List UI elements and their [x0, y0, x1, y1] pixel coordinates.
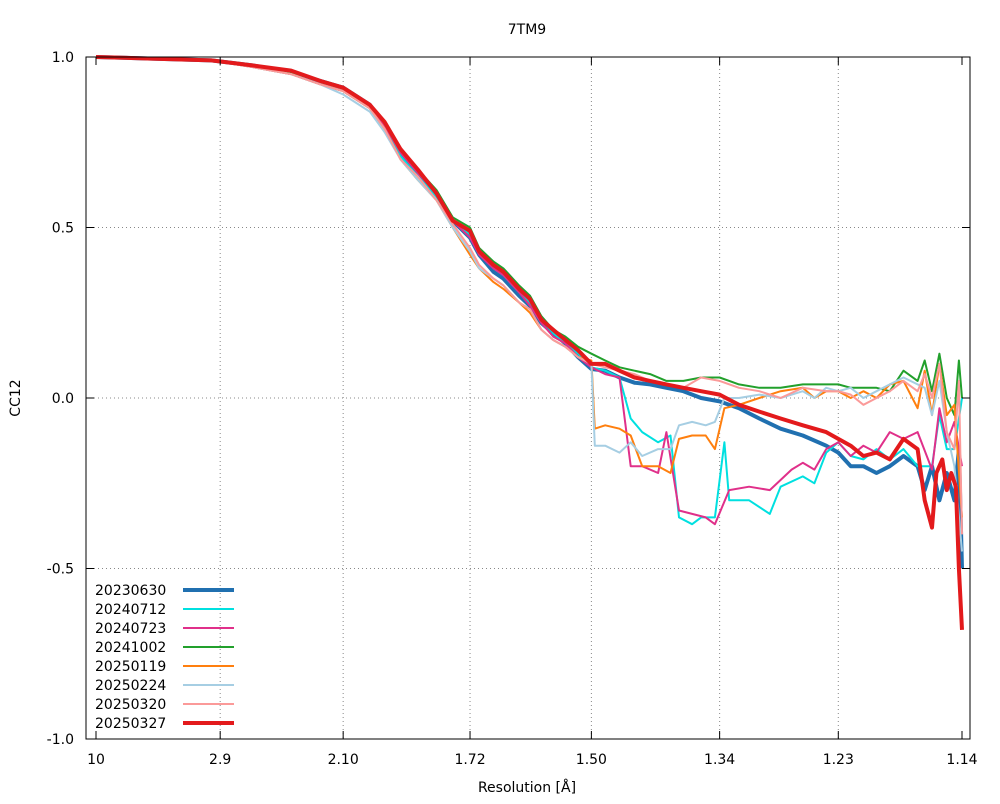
x-tick-label: 1.50 — [576, 752, 607, 768]
series-lines — [95, 55, 964, 631]
x-tick-label: 2.10 — [328, 752, 359, 768]
y-tick-label: -0.5 — [47, 562, 74, 578]
x-tick-label: 1.72 — [454, 752, 485, 768]
legend-label-20250119: 20250119 — [95, 659, 166, 675]
series-line-20240723 — [95, 56, 963, 526]
legend-label-20240712: 20240712 — [95, 602, 166, 618]
y-tick-label: 0.5 — [52, 221, 74, 237]
axis-ticks: 10 2.9 2.10 1.72 1.50 1.34 1.23 1.14 1.0 0.5 0.0 -0… — [47, 50, 978, 768]
grid-lines — [86, 57, 970, 739]
x-axis-label: Resolution [Å] — [478, 779, 576, 796]
series-line-20250327 — [95, 55, 964, 631]
y-tick-label: 1.0 — [52, 50, 74, 66]
series-line-20240712 — [95, 56, 963, 526]
legend: 20230630 20240712 20240723 20241002 20250119… — [95, 583, 234, 732]
series-line-20241002 — [95, 56, 963, 417]
y-tick-label: 0.0 — [52, 391, 74, 407]
legend-label-20240723: 20240723 — [95, 621, 166, 637]
legend-label-20250327: 20250327 — [95, 716, 166, 732]
legend-label-20241002: 20241002 — [95, 640, 166, 656]
chart-title: 7TM9 — [508, 22, 546, 38]
y-tick-label: -1.0 — [47, 732, 74, 748]
x-tick-label: 1.23 — [823, 752, 854, 768]
legend-label-20230630: 20230630 — [95, 583, 166, 599]
x-tick-label: 2.9 — [209, 752, 231, 768]
x-tick-label: 1.34 — [704, 752, 735, 768]
y-axis-label: CC12 — [8, 379, 24, 416]
legend-label-20250320: 20250320 — [95, 697, 166, 713]
x-tick-label: 10 — [87, 752, 105, 768]
x-tick-label: 1.14 — [946, 752, 977, 768]
legend-label-20250224: 20250224 — [95, 678, 166, 694]
